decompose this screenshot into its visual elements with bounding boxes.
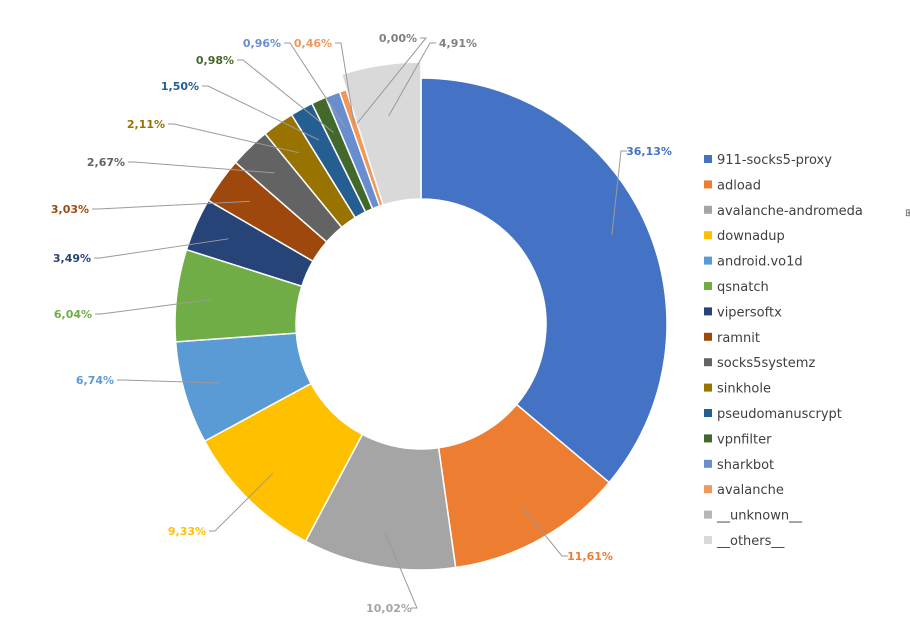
leader-line-adload	[522, 507, 568, 557]
leader-line-avalanche-andromeda	[384, 531, 418, 609]
leader-line-vpnfilter	[237, 59, 334, 133]
leader-line-sharkbot	[284, 42, 346, 128]
slices-group	[174, 61, 668, 571]
leader-line-vipersoftx	[94, 238, 229, 259]
percent-label-qsnatch: 6,04%	[54, 308, 92, 321]
percent-label-911-socks5-proxy: 36,13%	[626, 145, 672, 158]
legend-swatch-adload	[704, 180, 712, 189]
legend-swatch-ramnit	[704, 332, 712, 341]
legend-swatch-avalanche-andromeda	[704, 205, 712, 214]
slice-911-socks5-proxy	[420, 77, 668, 484]
leader-line-pseudomanuscrypt	[202, 85, 320, 141]
legend-label-qsnatch: qsnatch	[717, 280, 769, 295]
percent-label-avalanche-andromeda: 10,02%	[366, 602, 412, 615]
legend-swatch-sharkbot	[704, 459, 712, 468]
percent-label-unknown: 0,00%	[379, 32, 417, 45]
legend-label-avalanche-andromeda: avalanche-andromeda	[717, 204, 863, 219]
percent-label-vpnfilter: 0,98%	[196, 54, 234, 67]
percent-label-sinkhole: 2,11%	[127, 118, 165, 131]
percent-label-android-vo1d: 6,74%	[76, 374, 114, 387]
leader-line-others	[388, 42, 436, 117]
slice-others	[340, 61, 422, 206]
leader-line-ramnit	[92, 200, 250, 210]
legend-label-avalanche: avalanche	[717, 483, 784, 498]
legend-swatch-android-vo1d	[704, 256, 712, 265]
percent-label-adload: 11,61%	[567, 550, 613, 563]
legend-swatch-sinkhole	[704, 383, 712, 392]
legend-label-sinkhole: sinkhole	[717, 382, 771, 397]
percent-label-sharkbot: 0,96%	[243, 37, 281, 50]
leader-line-downadup	[209, 473, 274, 532]
legend-label-vipersoftx: vipersoftx	[717, 305, 782, 320]
leader-line-android-vo1d	[117, 379, 219, 384]
leader-line-unknown	[356, 37, 428, 124]
percent-label-vipersoftx: 3,49%	[53, 252, 91, 265]
legend-swatch-others	[704, 536, 712, 544]
percent-label-avalanche: 0,46%	[294, 37, 332, 50]
legend-swatch-911-socks5-proxy	[704, 155, 712, 163]
legend-label-ramnit: ramnit	[717, 331, 760, 346]
legend-swatch-vpnfilter	[704, 434, 712, 443]
leader-line-avalanche	[335, 42, 355, 125]
legend-label-vpnfilter: vpnfilter	[717, 432, 772, 447]
percent-label-socks5systemz: 2,67%	[87, 156, 125, 169]
percent-label-ramnit: 3,03%	[51, 203, 89, 216]
legend-label-android-vo1d: android.vo1d	[717, 255, 803, 270]
legend-label-sharkbot: sharkbot	[717, 458, 774, 473]
side-glyph-icon: ⊞	[905, 208, 910, 219]
legend-label-pseudomanuscrypt: pseudomanuscrypt	[717, 407, 842, 422]
leader-line-sinkhole	[168, 123, 299, 154]
legend-label-socks5systemz: socks5systemz	[717, 356, 815, 371]
legend-label-downadup: downadup	[717, 229, 785, 244]
leader-line-socks5systemz	[128, 161, 275, 174]
percent-label-pseudomanuscrypt: 1,50%	[161, 80, 199, 93]
legend-label-unknown: __unknown__	[716, 509, 803, 524]
legend-label-others: __others__	[716, 534, 785, 549]
legend-swatch-pseudomanuscrypt	[704, 409, 712, 417]
legend-label-911-socks5-proxy: 911-socks5-proxy	[717, 153, 832, 168]
legend-swatch-socks5systemz	[704, 358, 712, 367]
percent-label-downadup: 9,33%	[168, 525, 206, 538]
legend-swatch-vipersoftx	[704, 307, 712, 316]
legend-label-adload: adload	[717, 178, 761, 193]
percent-labels-group: 36,13% 11,61% 10,02% 9,33% 6,74% 6,04% 3,49% 3,…	[51, 32, 672, 615]
legend-swatch-avalanche	[704, 485, 712, 494]
legend-swatch-qsnatch	[704, 282, 712, 290]
percent-label-others: 4,91%	[439, 37, 477, 50]
leader-line-911-socks5-proxy	[611, 150, 627, 236]
legend-swatch-downadup	[704, 231, 712, 240]
legend-swatch-unknown	[704, 510, 712, 519]
leader-line-qsnatch	[95, 298, 213, 315]
leader-lines-group	[92, 37, 627, 609]
legend: 911-socks5-proxy adload avalanche-andromed…	[704, 153, 863, 549]
